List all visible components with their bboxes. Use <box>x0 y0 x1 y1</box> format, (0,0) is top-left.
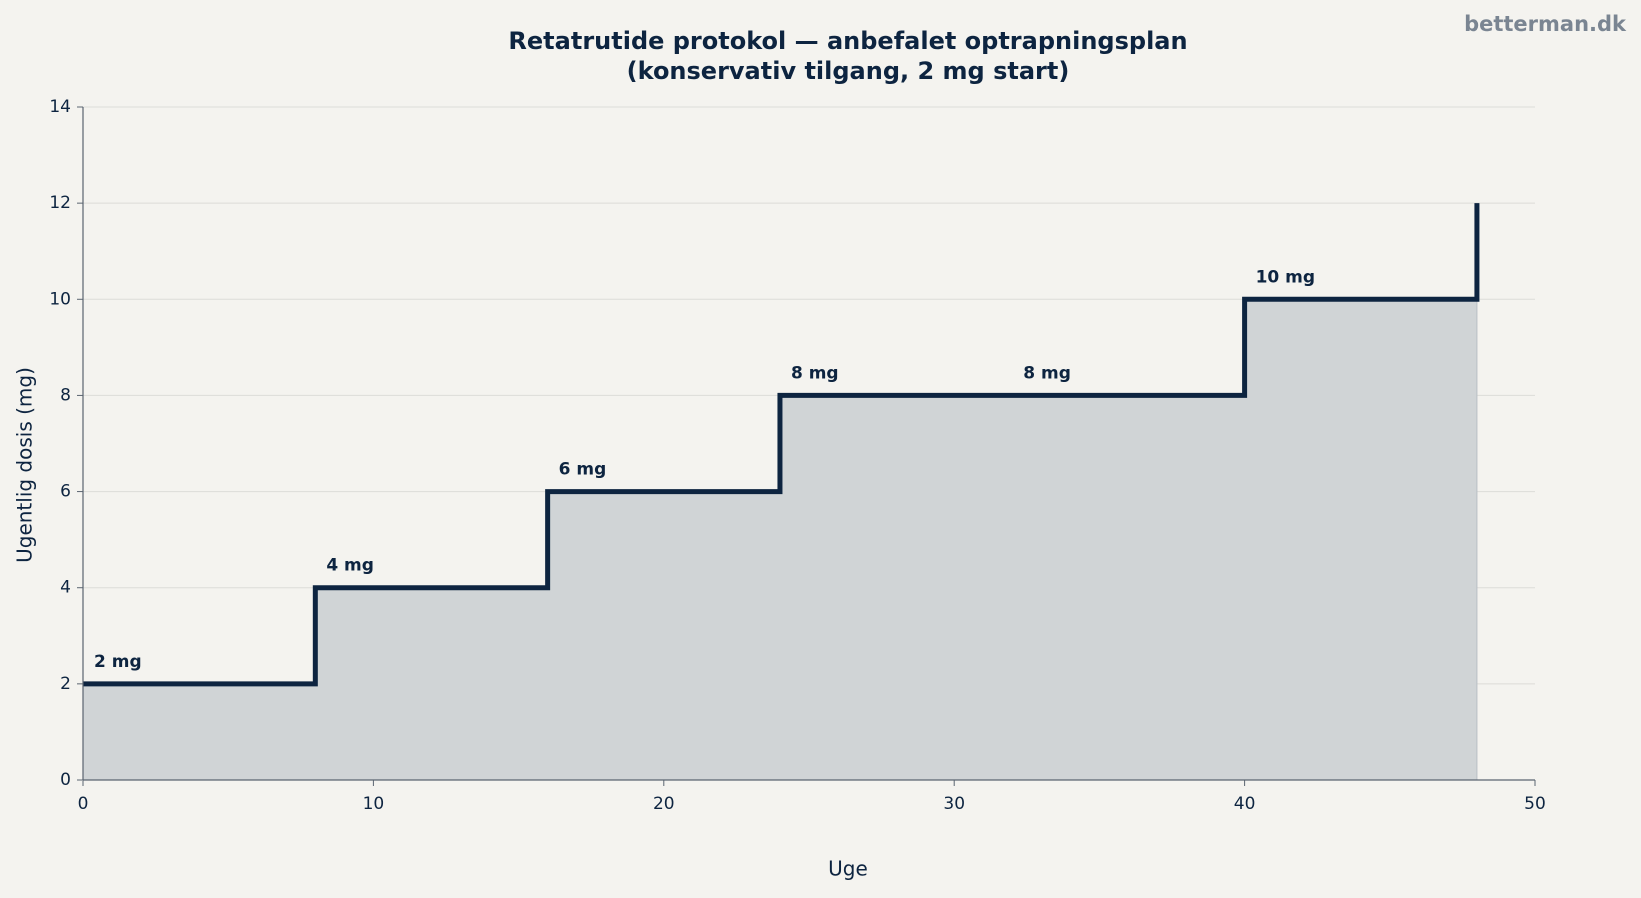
data-label: 6 mg <box>559 460 607 480</box>
y-tick-label: 6 <box>60 482 71 502</box>
data-label: 8 mg <box>791 363 839 383</box>
y-tick-label: 14 <box>49 97 71 117</box>
y-tick-label: 10 <box>49 289 71 309</box>
x-tick-label: 40 <box>1234 794 1256 814</box>
step-line <box>83 203 1480 687</box>
y-tick-label: 4 <box>60 578 71 598</box>
x-tick-label: 30 <box>943 794 965 814</box>
y-tick-label: 2 <box>60 674 71 694</box>
data-label: 2 mg <box>94 652 142 672</box>
x-tick-label: 50 <box>1524 794 1546 814</box>
chart-subtitle: (konservativ tilgang, 2 mg start) <box>627 57 1070 85</box>
x-tick-label: 20 <box>653 794 675 814</box>
data-label: 8 mg <box>1023 363 1071 383</box>
x-tick-label: 10 <box>363 794 385 814</box>
x-tick-label: 0 <box>78 794 89 814</box>
data-label: 4 mg <box>326 556 374 576</box>
y-tick-label: 8 <box>60 385 71 405</box>
chart-title: Retatrutide protokol — anbefalet optrapn… <box>508 27 1187 55</box>
data-label: 10 mg <box>1256 267 1315 287</box>
y-tick-label: 0 <box>60 770 71 790</box>
x-axis-label: Uge <box>828 857 868 881</box>
y-axis-label: Ugentlig dosis (mg) <box>13 367 37 563</box>
watermark: betterman.dk <box>1464 12 1627 36</box>
y-tick-label: 12 <box>49 193 71 213</box>
